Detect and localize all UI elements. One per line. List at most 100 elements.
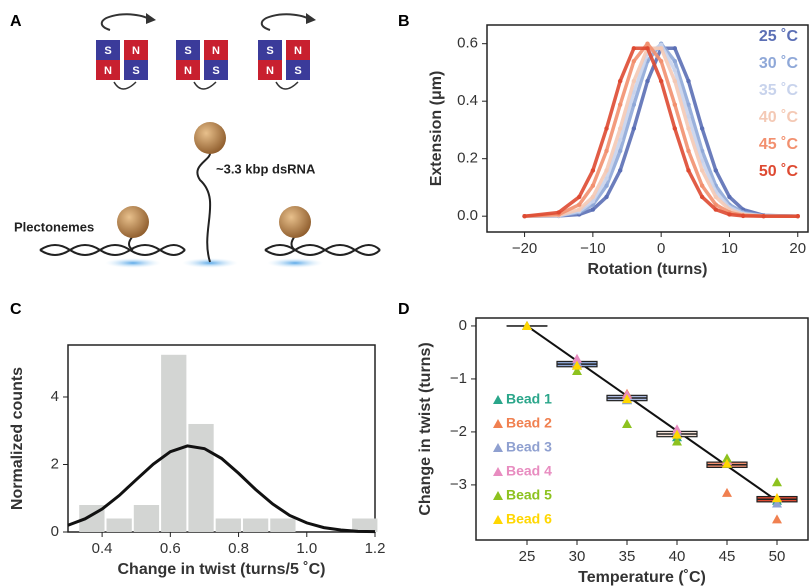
data-point (645, 41, 650, 46)
y-tick-label: −3 (450, 476, 467, 493)
pole: S (104, 45, 111, 57)
x-tick-label: 20 (789, 240, 806, 257)
data-point (658, 78, 664, 84)
data-point (617, 137, 623, 143)
bar (215, 518, 241, 532)
data-point (658, 42, 664, 48)
y-tick-label: 0 (459, 317, 467, 334)
data-point (604, 126, 609, 131)
data-point (761, 213, 766, 219)
legend-marker (493, 395, 503, 404)
series-line (524, 43, 798, 218)
data-point (572, 353, 582, 363)
y-axis-label: Extension (μm) (428, 71, 445, 187)
x-axis-label: Temperature (˚C) (578, 569, 706, 586)
dsrna-label: ~3.3 kbp dsRNA (216, 161, 316, 176)
data-point (699, 194, 705, 200)
y-tick-label: 2 (51, 455, 59, 472)
data-point (713, 202, 718, 207)
data-point (617, 126, 623, 131)
magnet-pair: S N N S (176, 40, 228, 90)
data-point (645, 46, 650, 51)
surface (267, 258, 323, 268)
legend-label: Bead 1 (506, 391, 552, 407)
data-point (686, 78, 691, 84)
data-point (686, 148, 691, 154)
legend-marker (493, 467, 503, 476)
x-tick-label: 10 (721, 240, 738, 257)
x-tick-label: 30 (569, 548, 586, 565)
data-point (772, 514, 782, 524)
x-tick-label: 35 (619, 548, 636, 565)
data-point (631, 46, 637, 51)
data-point (617, 78, 623, 84)
data-point (604, 176, 609, 181)
data-point (672, 436, 682, 446)
data-point (722, 487, 732, 497)
data-point (672, 46, 678, 51)
series-line (524, 46, 798, 218)
legend-label: Bead 6 (506, 511, 552, 527)
data-point (631, 78, 637, 84)
data-point (672, 126, 678, 131)
data-point (658, 46, 664, 51)
data-point (658, 59, 664, 64)
y-tick-label: 0.2 (457, 150, 478, 167)
data-point (617, 102, 623, 107)
plectoneme (264, 244, 381, 256)
pole: S (184, 45, 191, 57)
y-tick-label: 0.4 (457, 92, 478, 109)
y-tick-label: 0.6 (457, 35, 478, 52)
data-point (722, 453, 732, 463)
data-point (572, 360, 582, 370)
x-tick-label: 0.8 (228, 540, 249, 557)
pole: S (294, 65, 301, 77)
data-point (604, 168, 609, 173)
legend-label: Bead 4 (506, 463, 552, 479)
data-point (617, 168, 623, 173)
x-axis-label: Rotation (turns) (588, 261, 708, 278)
legend-label: Bead 3 (506, 439, 552, 455)
x-tick-label: −10 (580, 240, 605, 257)
bar (106, 518, 132, 532)
data-point (590, 168, 596, 173)
legend-marker (493, 419, 503, 428)
data-point (572, 365, 582, 375)
x-axis-label: Change in twist (turns/5 ˚C) (118, 561, 326, 578)
data-point (672, 424, 682, 434)
panel: D 25 30 35 40 45 50 0 −1 −2 −3 Temperature (˚C) Chan… (398, 301, 809, 586)
panel-letter: C (10, 301, 22, 318)
y-tick-label: 0.0 (457, 207, 478, 224)
data-point (672, 59, 678, 64)
data-point (686, 114, 691, 119)
data-point (590, 194, 596, 200)
legend-marker (493, 443, 503, 452)
bead (194, 122, 226, 154)
x-tick-label: 40 (669, 548, 686, 565)
data-point (672, 102, 678, 107)
data-point (672, 67, 678, 73)
data-point (622, 418, 632, 428)
data-point (631, 126, 637, 131)
plot-frame (486, 24, 809, 233)
y-tick-label: −2 (450, 423, 467, 440)
pole: S (212, 65, 219, 77)
data-point (604, 183, 609, 188)
legend-label: 35 ˚C (759, 82, 799, 99)
data-point (577, 207, 582, 212)
y-tick-label: 0 (51, 523, 59, 540)
series-line (524, 41, 798, 218)
data-point (686, 126, 691, 131)
plectonemes-label: Plectonemes (14, 219, 94, 234)
legend-marker (493, 491, 503, 500)
legend-label: 40 ˚C (759, 109, 799, 126)
data-point (699, 183, 705, 188)
data-point (686, 168, 691, 173)
panel: B −20 −10 0 10 20 0.0 0.2 0.4 0.6 Rotation (turns)… (398, 13, 809, 278)
data-point (699, 168, 705, 173)
fit-line (526, 325, 778, 502)
data-point (617, 148, 623, 154)
data-point (772, 498, 782, 508)
data-point (672, 429, 682, 439)
data-point (713, 194, 718, 200)
